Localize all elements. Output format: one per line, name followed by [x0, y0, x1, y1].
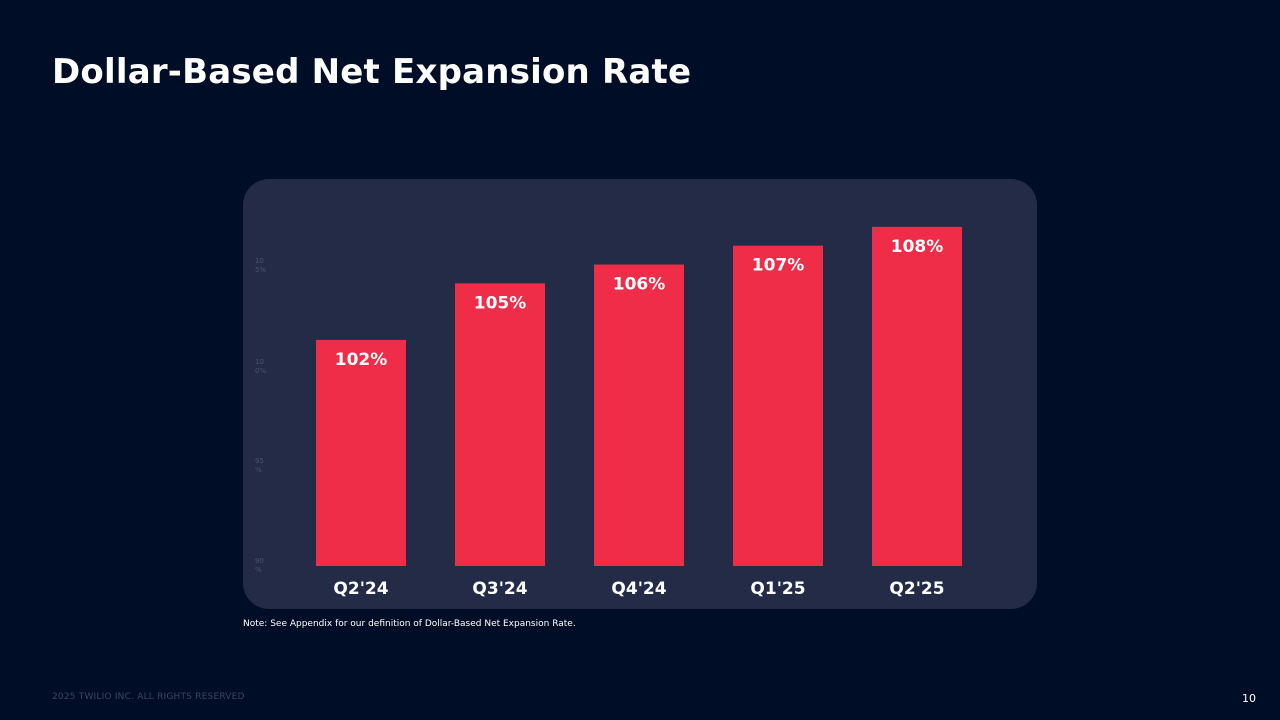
bar-Q4'24 [594, 264, 684, 566]
x-tick-label: Q4'24 [611, 579, 666, 599]
faint-axis-mark: 5% [255, 266, 266, 274]
slide-title: Dollar-Based Net Expansion Rate [52, 52, 692, 92]
x-tick-label: Q2'24 [333, 579, 388, 599]
faint-axis-mark: 90 [255, 557, 264, 565]
bar-Q1'25 [733, 245, 823, 566]
bar-Q2'24 [316, 339, 406, 566]
faint-axis-mark: 95 [255, 457, 264, 465]
bar-Q3'24 [455, 283, 545, 566]
bar-Q2'25 [872, 226, 962, 566]
faint-axis-mark: 10 [255, 358, 264, 366]
data-label: 107% [752, 256, 805, 276]
copyright-footer: 2025 TWILIO INC. ALL RIGHTS RESERVED [52, 692, 245, 702]
data-label: 102% [335, 350, 388, 370]
data-label: 106% [613, 275, 666, 295]
x-tick-label: Q3'24 [472, 579, 527, 599]
faint-axis-mark: % [255, 566, 262, 574]
faint-axis-mark: % [255, 466, 262, 474]
bar-chart: 10 5% 10 0% 95 % 90 % 102%105%106%107%10… [255, 226, 962, 599]
x-tick-label: Q2'25 [889, 579, 944, 599]
faint-axis-mark: 0% [255, 367, 266, 375]
x-tick-label: Q1'25 [750, 579, 805, 599]
data-labels-group: 102% 105% 106% 107% 108% [335, 237, 944, 370]
data-label: 108% [891, 237, 944, 257]
x-axis-tick-labels: Q2'24 Q3'24 Q4'24 Q1'25 Q2'25 [333, 579, 944, 599]
page-number: 10 [1242, 692, 1256, 705]
bars-group [316, 226, 962, 566]
chart-panel: 10 5% 10 0% 95 % 90 % 102% 105% 106% 107% 10… [243, 179, 1037, 609]
data-label: 105% [474, 293, 527, 313]
footnote: Note: See Appendix for our definition of… [243, 619, 576, 629]
faint-axis-mark: 10 [255, 257, 264, 265]
faint-y-axis-remnants: 10 5% 10 0% 95 % 90 % [255, 257, 266, 574]
